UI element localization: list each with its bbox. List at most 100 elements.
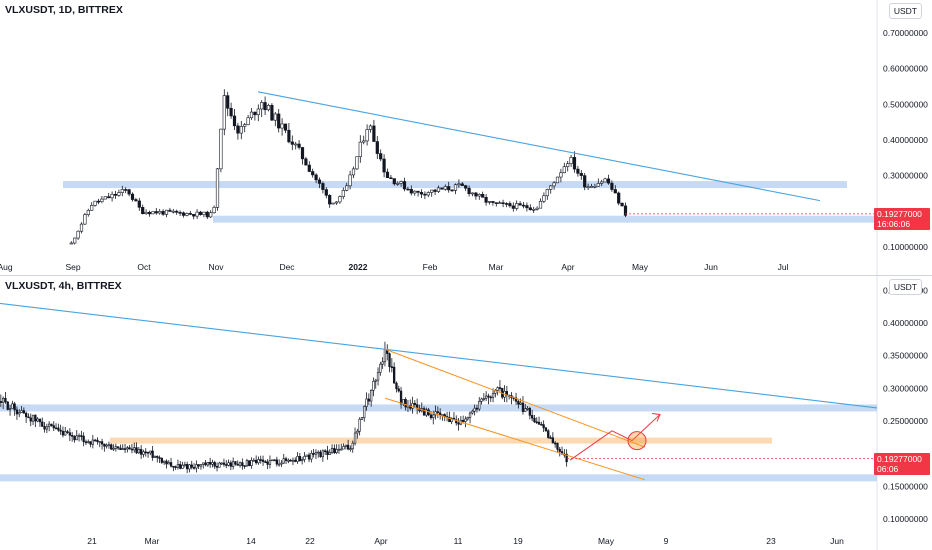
candle	[528, 207, 532, 211]
candle	[474, 192, 478, 197]
candle	[360, 417, 364, 420]
candle	[124, 189, 128, 191]
candle	[544, 427, 548, 432]
candle	[246, 117, 250, 125]
candle	[83, 214, 87, 225]
candle	[140, 449, 143, 455]
candle	[358, 141, 362, 158]
candle	[351, 442, 354, 450]
candle	[586, 186, 590, 189]
candle	[473, 407, 476, 412]
x-tick-label: Oct	[137, 262, 151, 272]
last-price-value: 0.19277000	[877, 454, 922, 464]
candle	[168, 209, 172, 212]
candle	[103, 443, 106, 447]
candle	[22, 410, 26, 414]
candle	[450, 189, 454, 192]
candle	[487, 201, 492, 203]
candle	[249, 111, 254, 119]
currency-label[interactable]: USDT	[888, 279, 922, 295]
candle	[24, 412, 28, 418]
arrow-head	[651, 412, 661, 422]
candle	[80, 435, 83, 437]
candle	[383, 349, 387, 363]
x-tick-label: 19	[513, 536, 523, 546]
candle	[526, 407, 529, 410]
candle	[481, 194, 485, 198]
x-tick-label: 2022	[349, 262, 368, 272]
x-tick-label: 21	[87, 536, 97, 546]
candle	[448, 416, 451, 423]
candle	[538, 200, 543, 209]
candle	[110, 444, 113, 450]
candle	[409, 188, 413, 194]
candle	[406, 188, 410, 191]
candle	[110, 193, 114, 199]
candle	[351, 168, 356, 176]
x-tick-label: 11	[454, 536, 463, 546]
candle	[396, 183, 400, 185]
last-price-tag: 0.19277000 16:06:06	[874, 208, 930, 230]
chart-bottom-4h[interactable]: 0.450000000.400000000.350000000.30000000…	[0, 276, 932, 550]
x-tick-label: Mar	[145, 536, 160, 546]
y-tick-label: 0.40000000	[883, 318, 928, 328]
candle	[215, 466, 219, 468]
pane-divider[interactable]	[0, 275, 932, 276]
candle	[38, 418, 42, 423]
candle	[542, 424, 545, 429]
candle	[491, 393, 495, 398]
candle	[273, 113, 277, 121]
candle	[147, 211, 152, 215]
candle	[389, 177, 393, 180]
candle	[501, 202, 505, 205]
candle	[158, 211, 162, 214]
candle	[430, 189, 434, 193]
candle	[340, 448, 343, 451]
candle	[525, 205, 529, 209]
candle	[119, 447, 122, 450]
y-tick-label: 0.30000000	[883, 171, 928, 181]
candle	[183, 464, 187, 466]
candle	[382, 158, 386, 173]
candle	[98, 441, 101, 443]
candle	[515, 203, 519, 209]
candle	[376, 372, 380, 381]
candle	[496, 387, 499, 391]
candle	[175, 210, 179, 213]
channel-upper-line	[384, 348, 646, 448]
candle	[323, 450, 327, 453]
candle	[617, 192, 621, 204]
y-tick-label: 0.10000000	[883, 514, 928, 524]
candle	[291, 459, 295, 462]
candle-countdown: 16:06:06	[877, 219, 911, 229]
candle	[123, 448, 127, 450]
candle	[250, 460, 253, 466]
x-tick-label: Jun	[704, 262, 718, 272]
candle	[241, 462, 244, 466]
candle	[464, 418, 467, 422]
chart-top-canvas[interactable]: 0.70000000 0.60000000 0.50000000 0.40000000…	[0, 0, 932, 275]
candle	[334, 201, 339, 204]
candle	[114, 446, 118, 449]
candle	[107, 196, 111, 199]
x-tick-label: Mar	[489, 262, 504, 272]
candle	[416, 190, 420, 193]
candle	[76, 230, 80, 239]
candle	[232, 115, 237, 127]
candle	[392, 366, 396, 384]
candle	[330, 448, 334, 453]
candle	[466, 417, 469, 420]
chart-bottom-canvas[interactable]: 0.450000000.400000000.350000000.30000000…	[0, 276, 932, 550]
candle	[549, 185, 553, 190]
candle	[300, 459, 304, 461]
candle	[346, 444, 350, 450]
chart-top-1d[interactable]: 0.70000000 0.60000000 0.50000000 0.40000000…	[0, 0, 932, 275]
candle	[18, 412, 21, 415]
candle	[287, 459, 290, 462]
candle	[395, 382, 398, 390]
candle	[589, 186, 594, 188]
candle	[345, 185, 349, 191]
x-tick-label: 9	[664, 536, 669, 546]
candle-countdown: 06:06	[877, 464, 899, 474]
currency-label[interactable]: USDT	[888, 3, 922, 19]
